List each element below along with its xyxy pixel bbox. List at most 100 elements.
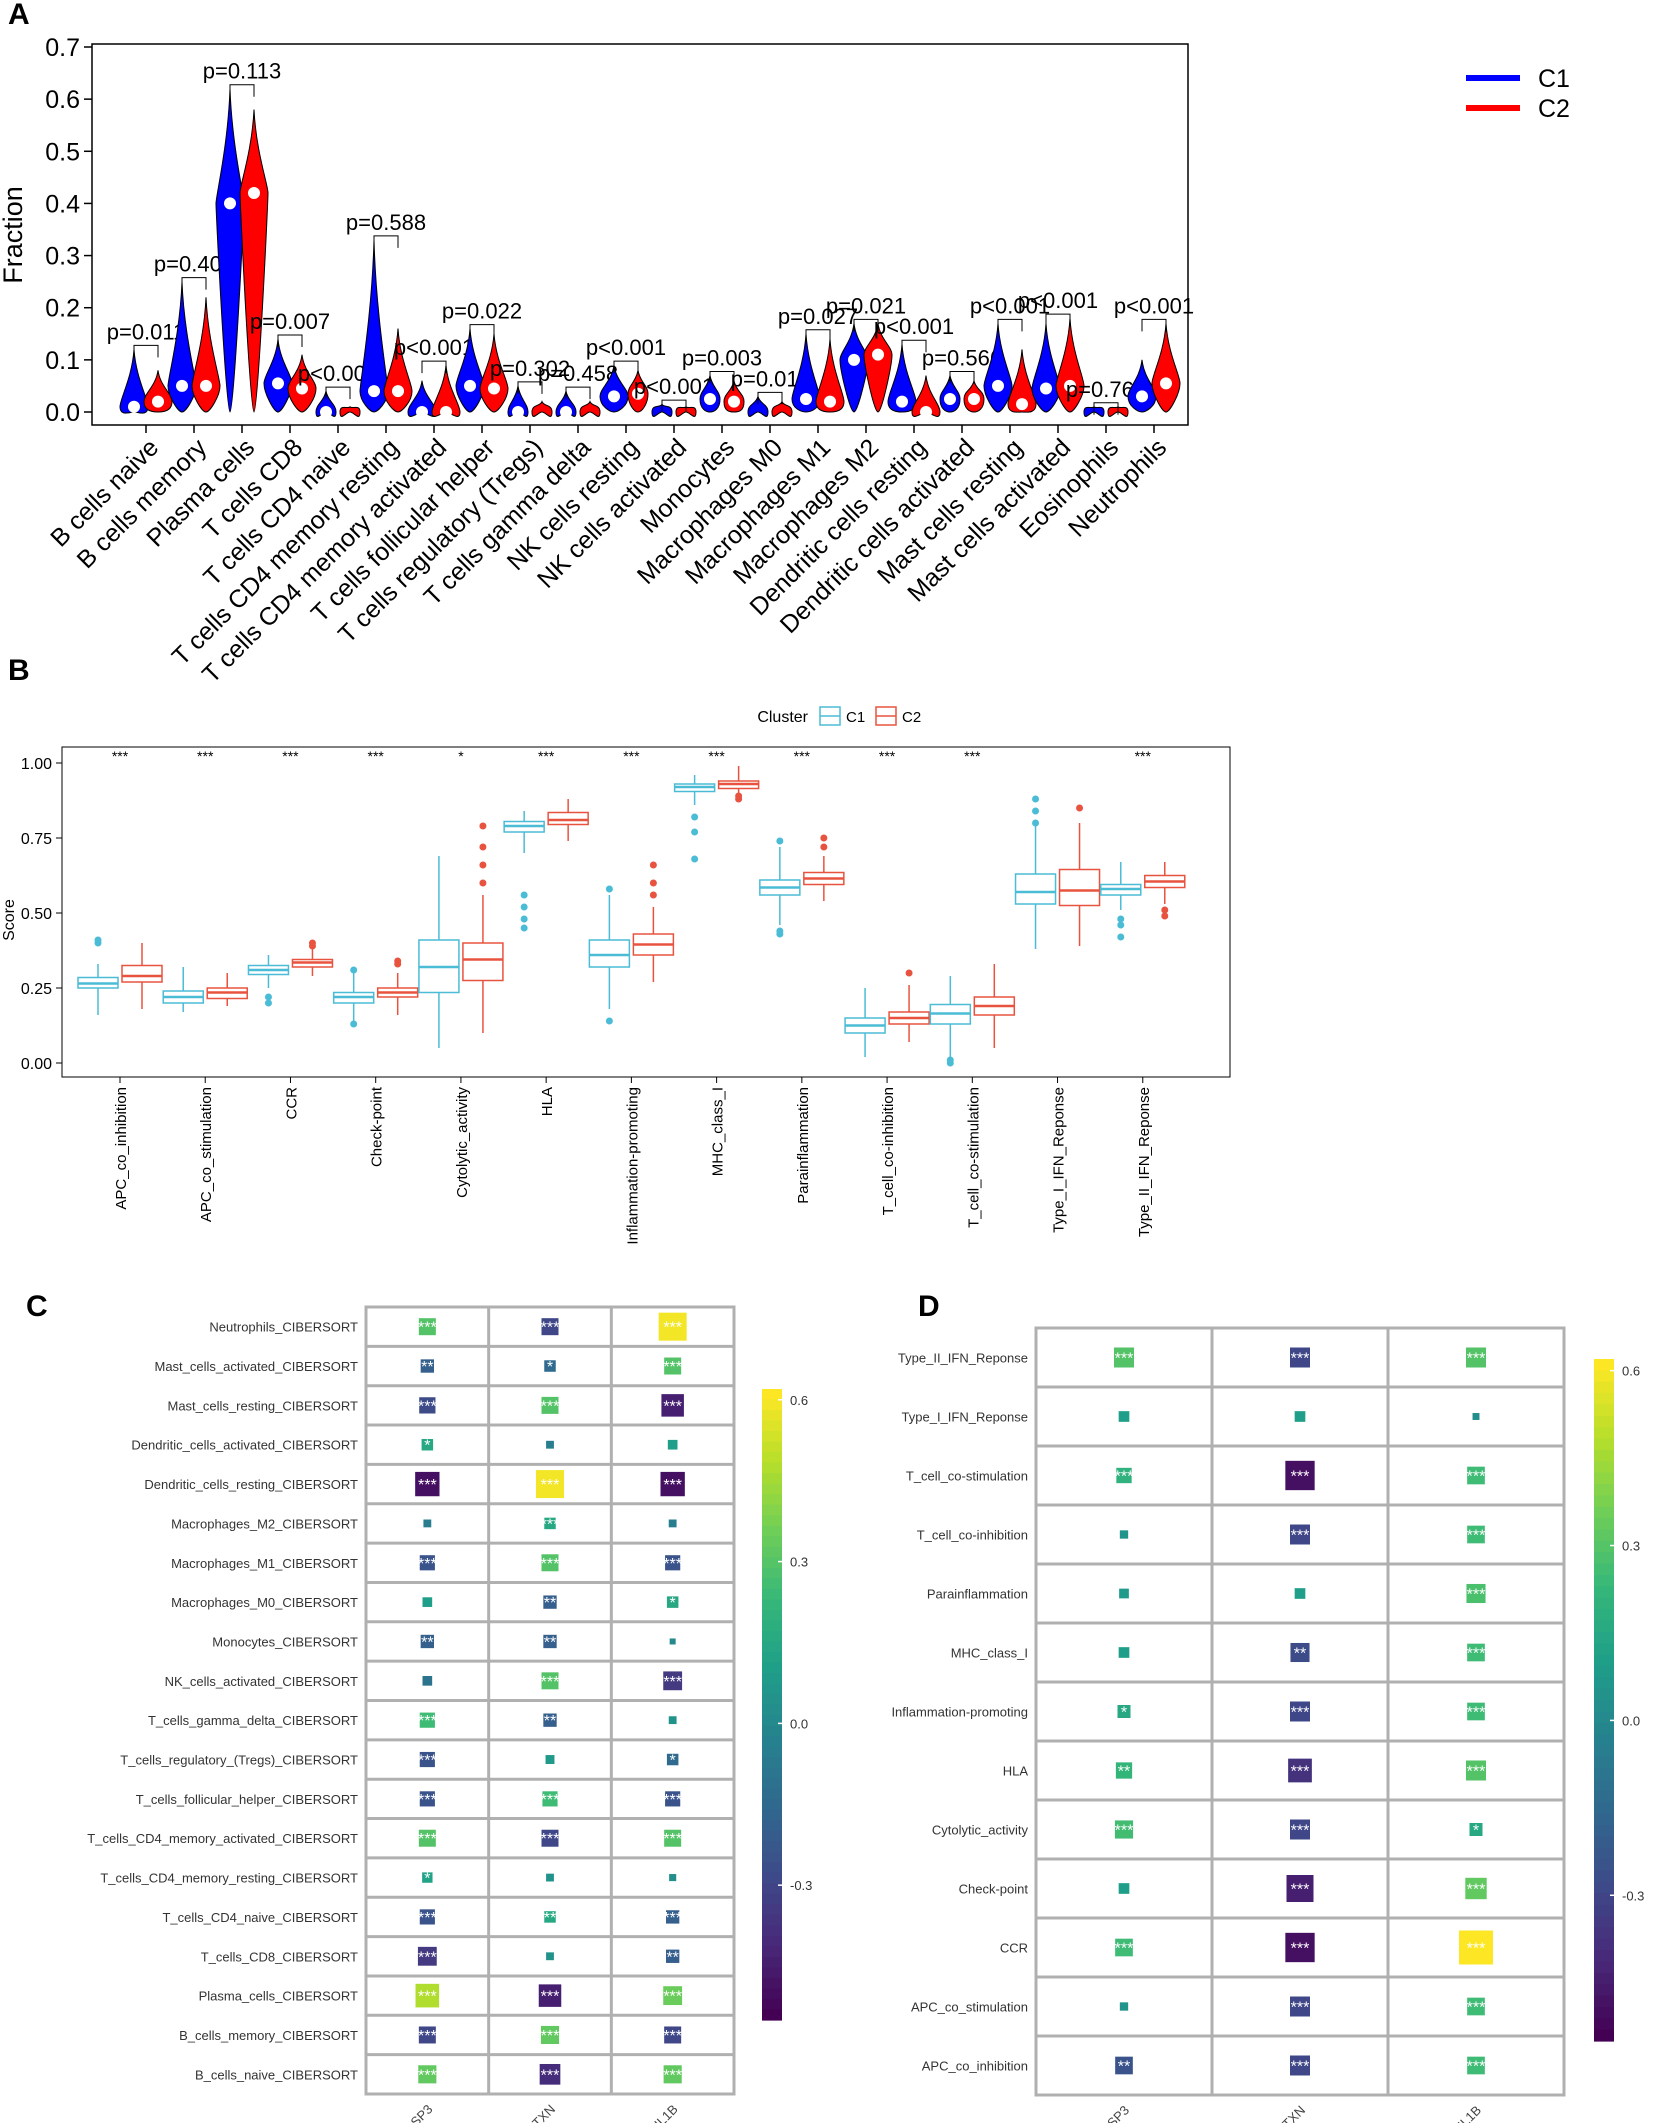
box-outlier [1032,795,1040,803]
violin-median-dot [1016,398,1028,411]
colorbar-segment [1594,1836,1614,1849]
x-tick-label: Parainflammation [795,1087,812,1204]
colorbar-segment [762,1431,782,1443]
box-outlier [308,939,316,947]
significance-stars: ** [421,1359,433,1376]
heatmap-cell [1115,1762,1133,1779]
violin-c1 [215,88,245,413]
y-tick-label: 0.75 [21,831,52,848]
colorbar-segment [762,1599,782,1611]
heatmap-cell [1459,1930,1493,1965]
violin-median-dot [608,390,620,403]
colorbar-segment [1594,1370,1614,1383]
violin-c1 [167,281,197,413]
y-tick-label: 0.2 [45,295,80,323]
heatmap-cell [665,1791,681,1807]
colorbar-segment [762,1494,782,1506]
colorbar-segment [1594,1449,1614,1462]
heatmap-cell [418,2065,437,2084]
colorbar-tick-label: 0.0 [790,1716,808,1731]
colorbar-segment [1594,1381,1614,1394]
colorbar-segment [762,1788,782,1800]
colorbar-segment [762,1536,782,1548]
heatmap-cell [544,1360,556,1372]
colorbar-segment [1594,1802,1614,1815]
heatmap-cell [669,1638,676,1645]
colorbar-segment [762,1578,782,1590]
significance-stars: *** [1291,1351,1310,1368]
significance-stars: *** [1291,1705,1310,1722]
significance-stars: * [424,1438,430,1455]
colorbar-segment [1594,1779,1614,1792]
colorbar-segment [762,1935,782,1947]
pvalue-bracket [565,386,591,400]
heatmap-cell [1294,1411,1306,1422]
heatmap-row-label: Plasma_cells_CIBERSORT [199,1989,358,2004]
significance-label: *** [538,748,555,764]
y-tick-label: 0.7 [45,34,80,62]
significance-stars: *** [1467,1705,1486,1722]
heatmap-row-label: T_cell_co-inhibition [917,1528,1028,1543]
box-outlier [94,939,102,947]
panel-label-a: A [8,0,30,31]
pvalue-bracket [949,371,975,384]
colorbar-segment [1594,1586,1614,1599]
colorbar-segment [1594,1506,1614,1519]
colorbar-segment [762,1809,782,1821]
violin-median-dot [1040,382,1052,395]
significance-stars: *** [418,1831,437,1848]
heatmap-cell [1465,1877,1487,1900]
colorbar-segment [1594,1688,1614,1701]
heatmap-row-label: Check-point [959,1882,1029,1897]
heatmap-cell [664,1357,682,1375]
significance-stars: *** [663,1910,682,1927]
heatmap-row-label: APC_co_inhibition [922,2059,1028,2074]
colorbar-tick-label: 0.0 [1622,1713,1640,1728]
significance-stars: ** [666,1949,678,1966]
colorbar-segment [1594,1972,1614,1985]
colorbar-segment [762,1851,782,1863]
significance-stars: *** [541,2028,560,2045]
heatmap-cell [1119,1588,1129,1599]
heatmap-cell [1118,1883,1130,1894]
heatmap-cell [541,1672,559,1690]
pvalue-bracket [1141,318,1167,332]
colorbar-segment [762,1904,782,1916]
significance-stars: *** [1467,1469,1486,1486]
violin-median-dot [824,395,836,408]
pvalue-bracket [901,339,927,353]
violin-c2 [863,323,893,413]
significance-stars: ** [544,1713,556,1730]
colorbar-segment [1594,1847,1614,1860]
heatmap-cell [544,1911,556,1923]
pvalue-label: p=0.011 [107,319,186,344]
violin-c2 [1151,323,1181,413]
colorbar-segment [762,1725,782,1737]
colorbar-segment [762,1662,782,1674]
heatmap-cell [1286,1875,1314,1902]
violin-median-dot [248,187,260,199]
pvalue-bracket [373,235,399,248]
significance-stars: *** [541,1320,560,1337]
box-outlier [735,792,743,800]
legend-label: C1 [846,709,865,726]
significance-stars: *** [418,1753,437,1770]
violin-c1 [359,239,389,413]
heatmap-cell [541,1318,559,1336]
pvalue-label: p=0.003 [682,346,762,371]
heatmap-row-label: B_cells_naive_CIBERSORT [195,2067,358,2082]
significance-stars: *** [1467,1941,1486,1958]
heatmap-cell [666,1910,680,1924]
significance-stars: *** [541,1989,560,2006]
box-outlier [1117,921,1125,929]
significance-stars: *** [1291,1882,1310,1899]
y-tick-label: 0.0 [45,399,80,427]
heatmap-cell [546,1440,554,1449]
legend-label: C2 [1538,95,1570,123]
colorbar-segment [762,1389,782,1401]
significance-stars: *** [1467,1646,1486,1663]
colorbar-segment [1594,1415,1614,1428]
significance-label: *** [1135,748,1152,764]
heatmap-cell [1114,1347,1134,1368]
colorbar-segment [762,1736,782,1748]
